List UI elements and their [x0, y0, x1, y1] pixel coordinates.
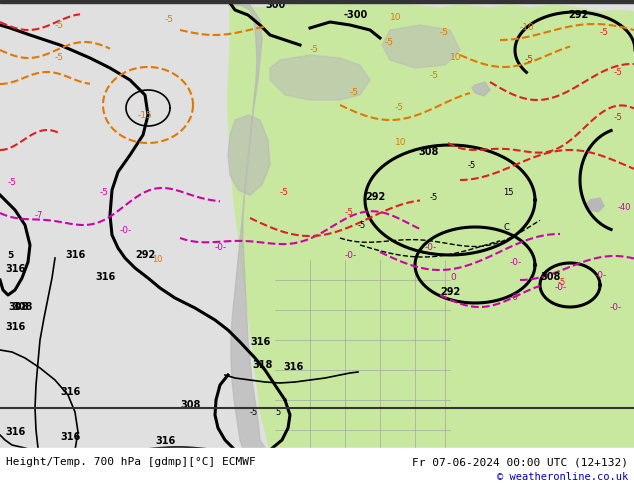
Text: 308: 308 [12, 302, 32, 312]
Text: -0-: -0- [345, 251, 357, 260]
Text: 300: 300 [265, 0, 285, 10]
Text: -15: -15 [138, 111, 153, 120]
Text: 5: 5 [7, 251, 13, 260]
Text: -0: -0 [510, 293, 519, 302]
Polygon shape [335, 18, 360, 35]
Polygon shape [228, 5, 270, 455]
Text: 316: 316 [5, 264, 25, 274]
Text: 0: 0 [450, 273, 456, 282]
Text: 308: 308 [180, 400, 200, 410]
Text: -5: -5 [600, 28, 609, 37]
Text: © weatheronline.co.uk: © weatheronline.co.uk [497, 472, 628, 482]
Text: 316: 316 [60, 387, 81, 397]
Text: -5: -5 [280, 188, 289, 197]
Text: -300: -300 [343, 10, 367, 20]
Text: 308: 308 [418, 147, 438, 157]
Text: -5: -5 [350, 88, 359, 97]
Text: -5: -5 [525, 55, 534, 64]
Text: 316: 316 [5, 322, 25, 332]
Text: 316: 316 [95, 272, 115, 282]
Polygon shape [472, 82, 490, 96]
Text: -40: -40 [618, 203, 631, 212]
Polygon shape [228, 3, 634, 455]
Text: -5: -5 [55, 53, 64, 62]
Text: -0-: -0- [595, 271, 607, 280]
Text: -10: -10 [520, 23, 534, 32]
Text: 316: 316 [5, 427, 25, 437]
Text: 292: 292 [135, 250, 155, 260]
Polygon shape [478, 290, 600, 420]
Text: 308: 308 [540, 272, 560, 282]
Text: 292: 292 [365, 192, 385, 202]
Text: -5: -5 [440, 28, 449, 37]
Text: -0-: -0- [425, 243, 437, 252]
Polygon shape [270, 55, 370, 100]
Text: 10: 10 [395, 138, 406, 147]
Text: 5: 5 [275, 408, 280, 417]
Text: 10: 10 [390, 13, 401, 22]
Polygon shape [382, 25, 460, 68]
Text: 10: 10 [152, 255, 162, 264]
Text: -5: -5 [250, 408, 258, 417]
Text: 316: 316 [250, 337, 270, 347]
Text: -0-: -0- [215, 243, 227, 252]
Text: -0-: -0- [610, 303, 622, 312]
Text: -7: -7 [35, 211, 43, 220]
Text: Fr 07-06-2024 00:00 UTC (12+132): Fr 07-06-2024 00:00 UTC (12+132) [412, 457, 628, 467]
Text: 316: 316 [283, 362, 303, 372]
Text: 292: 292 [440, 287, 460, 297]
Bar [0, 448, 634, 490]
Text: -5: -5 [430, 71, 439, 80]
Text: -5: -5 [310, 45, 319, 54]
Text: Height/Temp. 700 hPa [gdmp][°C] ECMWF: Height/Temp. 700 hPa [gdmp][°C] ECMWF [6, 457, 256, 467]
Text: 318: 318 [252, 360, 273, 370]
Text: 10: 10 [450, 53, 462, 62]
Text: 316: 316 [65, 250, 85, 260]
Text: -5: -5 [468, 161, 476, 170]
Polygon shape [228, 115, 270, 195]
Text: C: C [503, 223, 509, 232]
Text: -5: -5 [558, 278, 566, 287]
Text: -5: -5 [395, 103, 404, 112]
Text: -5: -5 [385, 38, 394, 47]
Text: -5: -5 [345, 208, 354, 217]
Text: -5: -5 [358, 221, 366, 230]
Text: 292: 292 [568, 10, 588, 20]
Text: 15: 15 [503, 188, 514, 197]
Text: -5: -5 [8, 178, 17, 187]
Bar [0, 0, 634, 3]
Text: -5: -5 [100, 188, 109, 197]
Text: 308: 308 [8, 302, 29, 312]
Text: -0-: -0- [120, 226, 133, 235]
Text: -5: -5 [614, 68, 623, 77]
Text: -5: -5 [165, 15, 174, 24]
Polygon shape [587, 198, 604, 212]
Text: -0-: -0- [510, 258, 522, 267]
Text: -5: -5 [430, 193, 438, 202]
Text: -0-: -0- [555, 283, 567, 292]
Text: 316: 316 [155, 436, 175, 446]
Text: -5: -5 [55, 21, 64, 30]
Text: -5: -5 [614, 113, 623, 122]
Text: 316: 316 [60, 432, 81, 442]
